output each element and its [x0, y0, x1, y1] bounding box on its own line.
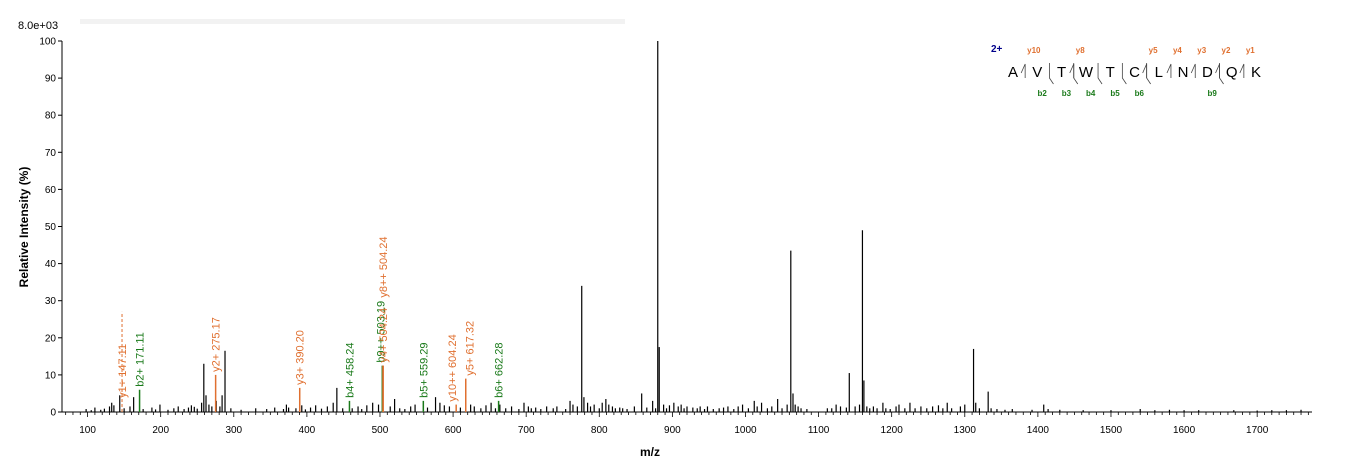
x-axis-title: m/z [640, 445, 660, 459]
y-tick-label: 100 [39, 37, 56, 48]
x-tick-label: 600 [445, 425, 462, 436]
top-band [80, 19, 625, 24]
y-ion-bracket [1142, 63, 1148, 78]
y-ion-label: y3 [1197, 46, 1206, 55]
b-ion-label: b4 [1086, 89, 1096, 98]
x-tick-label: 500 [372, 425, 389, 436]
x-tick-label: 1100 [808, 425, 830, 436]
b-ion-label: b2 [1037, 89, 1047, 98]
peak-bars [85, 41, 1302, 412]
ion-label: b2+ 171.11 [135, 332, 147, 387]
sequence-residue: T [1057, 64, 1066, 81]
ion-label: y2+ 275.17 [211, 317, 223, 372]
ion-label: y1+ 147.11 [117, 344, 129, 398]
y-tick-label: 40 [45, 259, 57, 270]
y-axis-title: Relative Intensity (%) [17, 167, 31, 288]
y-tick-label: 10 [45, 370, 57, 381]
b-ion-bracket [1097, 63, 1103, 85]
x-tick-label: 1500 [1100, 425, 1123, 436]
sequence-residue: D [1202, 64, 1213, 81]
x-tick-label: 900 [664, 425, 681, 436]
b-ion-label: b9 [1208, 89, 1218, 98]
y-ion-label: y10 [1027, 46, 1041, 55]
ion-label: y10++ 604.24 [447, 334, 459, 401]
ion-label: b6+ 662.28 [494, 342, 506, 397]
ion-label: y5+ 617.32 [465, 321, 477, 376]
y-ion-bracket [1166, 63, 1172, 78]
b-ion-bracket [1049, 63, 1054, 85]
y-ion-label: y2 [1222, 46, 1231, 55]
x-tick-label: 700 [518, 425, 535, 436]
b-ion-label: b6 [1135, 89, 1145, 98]
y-ion-bracket [1020, 63, 1026, 78]
y-tick-label: 0 [50, 408, 56, 419]
y-tick-label: 20 [45, 333, 57, 344]
ion-label: b9++ 503.19 [375, 301, 387, 363]
x-tick-label: 200 [152, 425, 169, 436]
ion-label: y4+ 504.24 [378, 308, 390, 363]
y-tick-label: 90 [45, 74, 57, 85]
sequence-residue: W [1079, 64, 1094, 81]
intensity-scale-label: 8.0e+03 [18, 20, 58, 32]
ion-label: y8++ 504.24 [378, 236, 390, 297]
x-tick-label: 1200 [881, 425, 904, 436]
x-tick-label: 1600 [1173, 425, 1196, 436]
y-tick-label: 80 [45, 111, 57, 122]
b-ion-bracket [1121, 63, 1127, 85]
ion-label: y3+ 390.20 [295, 330, 307, 385]
x-tick-label: 800 [591, 425, 608, 436]
x-tick-label: 300 [225, 425, 242, 436]
sequence-residue: C [1129, 64, 1140, 81]
y-ion-bracket [1069, 63, 1075, 78]
y-tick-label: 70 [45, 148, 57, 159]
x-tick-label: 400 [299, 425, 316, 436]
x-tick-label: 1400 [1027, 425, 1050, 436]
b-ion-bracket [1073, 63, 1079, 85]
b-ion-bracket [1219, 63, 1224, 85]
y-ion-label: y8 [1076, 46, 1085, 55]
sequence-residue: N [1178, 64, 1189, 81]
sequence-residue: K [1251, 64, 1261, 81]
sequence-residue: L [1155, 64, 1163, 81]
sequence-residue: V [1032, 64, 1042, 81]
b-ion-bracket [1146, 63, 1151, 85]
y-ion-bracket [1239, 63, 1245, 78]
y-ion-label: y1 [1246, 46, 1255, 55]
y-tick-label: 60 [45, 185, 57, 196]
sequence-residue: Q [1226, 64, 1238, 81]
x-tick-label: 1300 [954, 425, 977, 436]
sequence-residue: A [1008, 64, 1018, 81]
b-ion-label: b3 [1062, 89, 1072, 98]
y-ion-bracket [1215, 63, 1220, 78]
y-ion-label: y5 [1149, 46, 1158, 55]
ion-label: b5+ 559.29 [418, 342, 430, 397]
y-ion-bracket [1190, 63, 1196, 78]
sequence-residue: T [1106, 64, 1115, 81]
x-tick-label: 1000 [734, 425, 757, 436]
x-tick-label: 1700 [1246, 425, 1269, 436]
y-tick-label: 30 [45, 296, 57, 307]
axes-frame: 0 10 20 30 40 50 60 70 80 90 100 100 200 300 400 500 600… [39, 19, 1312, 436]
y-tick-label: 50 [45, 222, 57, 233]
ion-label: b4+ 458.24 [344, 342, 356, 397]
ion-annotations: y1+ 147.11 b2+ 171.11 y2+ 275.17 y3+ 390.20… [117, 236, 506, 412]
y-ion-label: y4 [1173, 46, 1182, 55]
precursor-charge: 2+ [991, 44, 1003, 55]
x-tick-label: 100 [79, 425, 96, 436]
b-ion-label: b5 [1110, 89, 1120, 98]
